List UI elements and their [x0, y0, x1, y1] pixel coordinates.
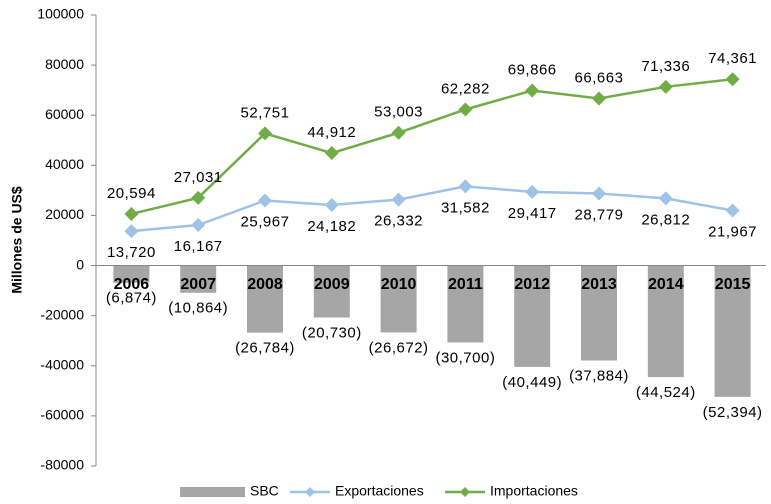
point-label: 71,336 [641, 58, 690, 75]
point [258, 193, 272, 208]
legend-marker [305, 487, 315, 497]
point [725, 203, 740, 218]
bar-label: (52,394) [703, 404, 763, 421]
point-label: 53,003 [374, 104, 423, 121]
x-tick-label: 2014 [648, 276, 684, 293]
point-label: 31,582 [441, 199, 490, 216]
point [191, 190, 206, 205]
legend-swatch [180, 487, 245, 497]
legend-marker [460, 487, 470, 497]
point-label: 13,720 [107, 244, 156, 261]
point [525, 184, 540, 199]
point [658, 191, 673, 206]
bar-label: (37,884) [569, 367, 629, 384]
point [658, 79, 673, 94]
point-label: 69,866 [508, 61, 557, 78]
line [131, 77, 733, 216]
point [391, 125, 406, 140]
point-label: 52,751 [241, 104, 290, 121]
point-label: 26,812 [641, 211, 690, 228]
legend-label: SBC [250, 483, 279, 499]
point [258, 126, 272, 141]
bar-label: (40,449) [502, 374, 562, 391]
bar [647, 265, 684, 378]
legend-label: Importaciones [490, 483, 578, 499]
bar [581, 265, 617, 361]
x-tick-label: 2007 [180, 276, 216, 293]
point [458, 179, 473, 194]
bar-label: (10,864) [168, 300, 228, 317]
y-tick-label: 40000 [45, 156, 84, 172]
x-tick-label: 2006 [114, 276, 150, 293]
point-label: 29,417 [508, 205, 557, 222]
point [124, 224, 139, 239]
bar [180, 265, 217, 293]
legend-label: Exportaciones [335, 483, 424, 499]
y-tick-label: 100000 [37, 6, 84, 22]
point-label: 21,967 [708, 223, 757, 240]
point-label: 74,361 [708, 50, 757, 67]
point-label: 24,182 [307, 218, 356, 235]
bar [380, 265, 417, 333]
bar [714, 265, 751, 397]
y-tick-label: 20000 [45, 206, 84, 222]
point-label: 27,031 [174, 169, 223, 186]
bar-label: (30,700) [435, 349, 495, 366]
y-tick-label: -40000 [40, 356, 84, 372]
x-tick-label: 2008 [247, 276, 283, 293]
bar-label: (26,672) [369, 339, 429, 356]
point-label: 16,167 [174, 238, 223, 255]
point-label: 66,663 [575, 69, 624, 86]
point-label: 44,912 [307, 124, 356, 141]
point [725, 72, 740, 87]
bar-label: (20,730) [302, 324, 362, 341]
x-tick-label: 2009 [314, 276, 350, 293]
y-tick-label: 0 [76, 256, 84, 272]
point-label: 26,332 [374, 213, 423, 230]
point [191, 218, 206, 233]
x-tick-label: 2010 [381, 276, 417, 293]
y-tick-label: -60000 [40, 407, 84, 423]
bar-label: (44,524) [636, 384, 696, 401]
point [458, 102, 473, 117]
bar [247, 265, 283, 333]
bar [113, 265, 150, 283]
point [324, 146, 339, 161]
x-tick-label: 2013 [581, 276, 617, 293]
point [124, 206, 139, 221]
y-axis-label: Millones de US$ [9, 186, 25, 294]
point-label: 62,282 [441, 80, 490, 97]
y-tick-label: 80000 [45, 56, 84, 72]
y-tick-label: -80000 [40, 457, 84, 473]
point-label: 20,594 [107, 185, 156, 202]
point-label: 25,967 [241, 213, 290, 230]
line [131, 185, 733, 233]
y-tick-label: 60000 [45, 106, 84, 122]
x-tick-label: 2011 [448, 276, 483, 293]
point [592, 91, 606, 106]
point [592, 186, 606, 201]
bar-label: (6,874) [106, 290, 157, 307]
point [525, 83, 540, 98]
bar [514, 265, 551, 367]
point [391, 192, 406, 207]
point-label: 28,779 [575, 206, 624, 223]
point [324, 197, 339, 212]
bar [447, 265, 484, 343]
y-tick-label: -20000 [40, 306, 84, 322]
bar [313, 265, 350, 318]
bar-label: (26,784) [235, 340, 295, 357]
x-tick-label: 2012 [514, 276, 550, 293]
x-tick-label: 2015 [715, 276, 751, 293]
